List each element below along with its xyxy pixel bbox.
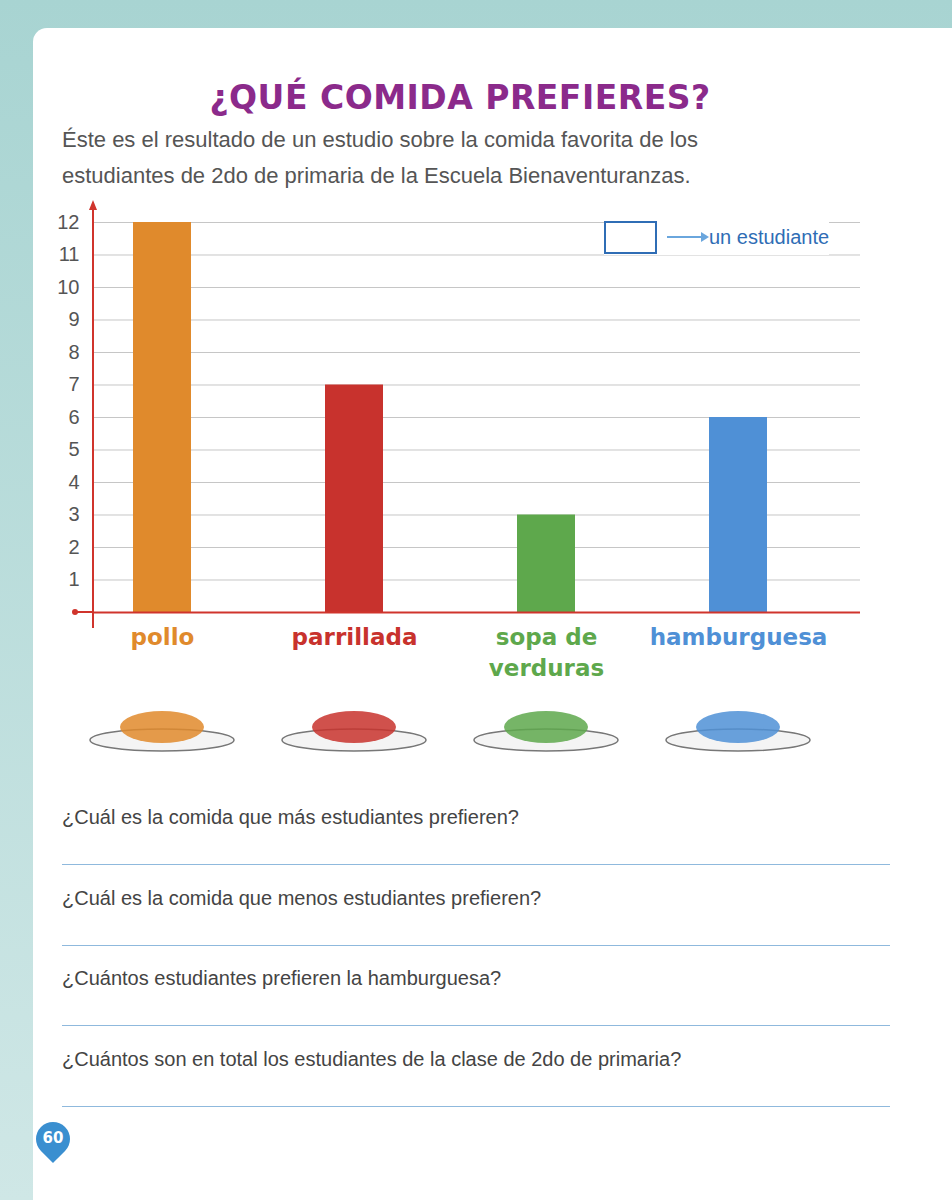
html-text:¿Cuál es la comida que más est: ¿Cuál es la comida que más estudiantes p… [62, 806, 519, 828]
svg-text:9: 9 [68, 308, 79, 330]
svg-text:5: 5 [68, 438, 79, 460]
svg-text:11: 11 [59, 243, 80, 265]
html-text:¿Cuántos son en total los estu: ¿Cuántos son en total los estudiantes de… [62, 1048, 682, 1071]
html-text:¿QUÉ COMIDA PREFIERES?: ¿QUÉ COMIDA PREFIERES? [209, 78, 711, 117]
html-text:un estudiante: un estudiante [709, 225, 830, 248]
svg-text:pollo: pollo [131, 624, 195, 650]
svg-text:8: 8 [68, 341, 79, 363]
html-text:¿Cuál es la comida que menos e: ¿Cuál es la comida que menos estudiantes… [62, 886, 542, 909]
svg-text:sopa deverduras: sopa deverduras [489, 624, 604, 681]
svg-text:1: 1 [68, 568, 79, 590]
html-text:60: 60 [42, 1129, 64, 1147]
svg-text:hamburguesa: hamburguesa [650, 624, 828, 650]
svg-text:7: 7 [68, 373, 79, 395]
html-text:Éste es el resultado de un est: Éste es el resultado de un estudio sobre… [62, 127, 698, 188]
svg-text:3: 3 [68, 503, 79, 525]
html-text:¿Cuántos estudiantes prefieren: ¿Cuántos estudiantes prefieren la hambur… [62, 967, 502, 990]
svg-text:12: 12 [57, 211, 79, 233]
svg-text:6: 6 [68, 406, 79, 428]
svg-text:10: 10 [57, 276, 79, 298]
svg-text:2: 2 [68, 536, 79, 558]
svg-text:4: 4 [68, 471, 79, 493]
svg-text:parrillada: parrillada [292, 624, 418, 650]
